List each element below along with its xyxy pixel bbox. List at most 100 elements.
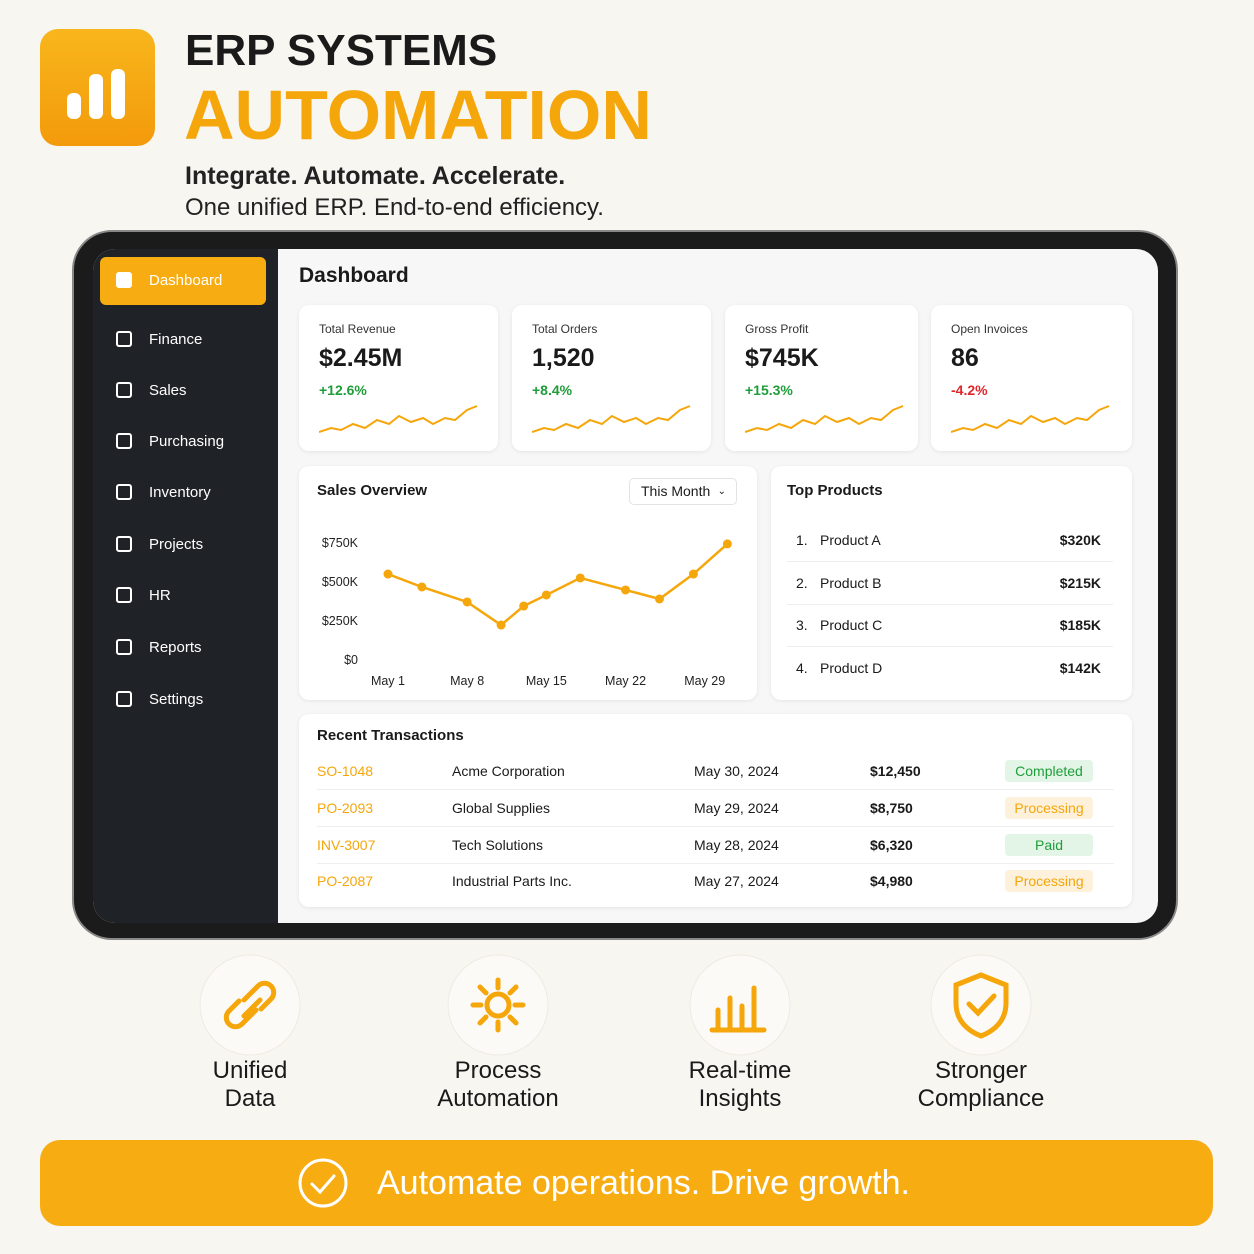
row-divider <box>787 561 1113 562</box>
kpi-card <box>931 305 1132 451</box>
status-badge: Paid <box>1005 834 1093 856</box>
kpi-label: Total Orders <box>532 322 598 336</box>
product-rank: 3. <box>796 617 808 633</box>
product-value: $320K <box>1059 532 1101 548</box>
nav-icon <box>116 639 132 655</box>
kpi-change: +15.3% <box>745 382 793 398</box>
nav-item[interactable]: Inventory <box>149 484 211 501</box>
tx-id[interactable]: PO-2093 <box>317 800 374 816</box>
status-badge: Processing <box>1005 870 1093 892</box>
tx-id[interactable]: SO-1048 <box>317 763 374 779</box>
cta-bar[interactable] <box>40 1140 1213 1226</box>
kpi-change: -4.2% <box>951 382 988 398</box>
kpi-change: +8.4% <box>532 382 573 398</box>
sparkline <box>745 405 904 433</box>
nav-icon <box>116 691 132 707</box>
tx-party: Global Supplies <box>452 800 551 816</box>
product-rank: 2. <box>796 575 808 591</box>
kpi-label: Gross Profit <box>745 322 809 336</box>
nav-icon <box>116 587 132 603</box>
tx-party: Industrial Parts Inc. <box>452 873 572 889</box>
sparkline <box>319 405 478 433</box>
nav-item[interactable]: HR <box>149 587 171 604</box>
status-badge: Completed <box>1005 760 1093 782</box>
nav-item[interactable]: Sales <box>149 382 187 399</box>
nav-item[interactable]: Projects <box>149 536 204 553</box>
nav-item[interactable]: Settings <box>149 691 204 708</box>
tx-id[interactable]: INV-3007 <box>317 837 376 853</box>
tx-party: Acme Corporation <box>452 763 565 779</box>
row-divider <box>317 789 1114 790</box>
feature-icons <box>199 954 1032 1056</box>
product-rank: 1. <box>796 532 808 548</box>
feature-label: Process <box>454 1057 542 1084</box>
tx-amount: $8,750 <box>870 800 913 816</box>
subtitle: One unified ERP. End-to-end efficiency. <box>185 194 604 221</box>
kpi-value: $2.45M <box>319 344 403 372</box>
kpi-value: 1,520 <box>532 344 595 372</box>
status-badge: Processing <box>1005 797 1093 819</box>
dashboard-title: Dashboard <box>299 264 409 287</box>
logo <box>40 29 155 146</box>
sparkline <box>951 405 1110 433</box>
filter-label: This Month <box>641 483 711 499</box>
tagline: Integrate. Automate. Accelerate. <box>185 162 566 190</box>
nav-item[interactable]: Finance <box>149 331 203 348</box>
product-name: Product A <box>820 532 881 548</box>
feature-label: Unified <box>212 1057 288 1084</box>
nav-item[interactable]: Reports <box>149 639 202 656</box>
product-value: $215K <box>1059 575 1101 591</box>
kpi-label: Total Revenue <box>319 322 396 336</box>
check-icon <box>298 1158 348 1208</box>
nav-icon <box>116 272 132 288</box>
product-name: Product C <box>820 617 883 633</box>
kpi-value: 86 <box>951 344 979 372</box>
nav-icon <box>116 536 132 552</box>
row-divider <box>787 646 1113 647</box>
kpi-value: $745K <box>745 344 819 372</box>
products-title: Top Products <box>787 482 883 499</box>
product-value: $185K <box>1059 617 1101 633</box>
chart-title: Sales Overview <box>317 482 428 499</box>
nav-item[interactable]: Purchasing <box>149 433 225 450</box>
feature-label: Data <box>224 1085 276 1112</box>
tx-date: May 29, 2024 <box>694 800 779 816</box>
nav-icon <box>116 484 132 500</box>
feature-label: Compliance <box>917 1085 1045 1112</box>
title: ERP SYSTEMS <box>185 26 498 75</box>
product-name: Product B <box>820 575 882 591</box>
row-divider <box>787 604 1113 605</box>
nav-icon <box>116 433 132 449</box>
nav-icon <box>116 331 132 347</box>
nav-icon <box>116 382 132 398</box>
feature-label: Insights <box>698 1085 782 1112</box>
feature-label: Stronger <box>934 1057 1028 1084</box>
row-divider <box>317 826 1114 827</box>
kpi-card <box>512 305 711 451</box>
tx-amount: $6,320 <box>870 837 913 853</box>
kpi-card <box>299 305 498 451</box>
product-value: $142K <box>1059 660 1101 676</box>
product-rank: 4. <box>796 660 808 676</box>
transactions-card <box>299 714 1132 907</box>
tx-party: Tech Solutions <box>452 837 544 853</box>
products-card <box>771 466 1132 700</box>
kpi-change: +12.6% <box>319 382 367 398</box>
transactions-title: Recent Transactions <box>317 727 464 744</box>
feature-label: Automation <box>437 1085 559 1112</box>
headline: AUTOMATION <box>184 76 652 154</box>
row-divider <box>317 863 1114 864</box>
feature-label: Real-time <box>688 1057 792 1084</box>
tx-date: May 28, 2024 <box>694 837 779 853</box>
tx-date: May 27, 2024 <box>694 873 779 889</box>
sparkline <box>532 405 691 433</box>
tx-amount: $12,450 <box>870 763 921 779</box>
tx-id[interactable]: PO-2087 <box>317 873 374 889</box>
nav-item[interactable]: Dashboard <box>149 272 223 289</box>
kpi-card <box>725 305 918 451</box>
sidebar <box>93 249 278 923</box>
tx-date: May 30, 2024 <box>694 763 779 779</box>
filter-button[interactable]: This Month ⌄ <box>629 478 737 505</box>
chevron: ⌄ <box>717 486 726 497</box>
